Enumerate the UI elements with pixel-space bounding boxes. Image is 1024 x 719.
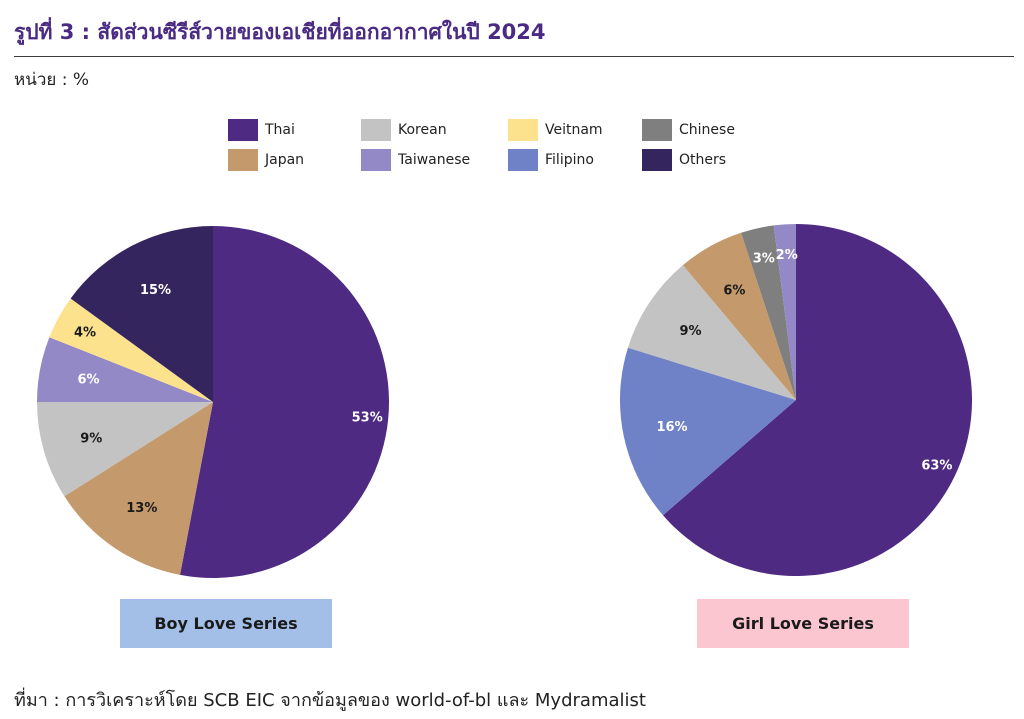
legend-item-filipino: Filipino (508, 148, 594, 172)
legend-swatch-japan (228, 149, 258, 171)
girl-love-series-slice-thai (662, 224, 972, 577)
legend-item-others: Others (642, 148, 726, 172)
caption-boy-love-series: Boy Love Series (120, 599, 332, 648)
boy-love-series-label-korean: 9% (80, 431, 102, 446)
boy-love-series-label-veitnam: 4% (74, 326, 96, 341)
boy-love-series-slice-korean (37, 402, 213, 497)
girl-love-series-slice-korean (627, 265, 796, 400)
legend-item-taiwanese: Taiwanese (361, 148, 470, 172)
boy-love-series-label-thai: 53% (352, 411, 383, 426)
girl-love-series-slice-japan (682, 232, 796, 400)
legend-item-veitnam: Veitnam (508, 118, 603, 142)
legend-label-korean: Korean (398, 122, 447, 138)
legend-label-filipino: Filipino (545, 152, 594, 168)
legend-item-chinese: Chinese (642, 118, 735, 142)
legend-item-thai: Thai (228, 118, 295, 142)
boy-love-series-slice-japan (64, 402, 214, 575)
legend-label-others: Others (679, 152, 727, 168)
girl-love-series-label-thai: 63% (921, 458, 952, 473)
legend-swatch-chinese (642, 119, 672, 141)
legend-label-chinese: Chinese (679, 122, 735, 138)
legend-swatch-others (642, 149, 672, 171)
legend-label-thai: Thai (265, 122, 295, 138)
boy-love-series-slice-taiwanese (37, 337, 213, 402)
boy-love-series-slice-thai (180, 226, 390, 578)
boy-love-series-slice-veitnam (49, 298, 213, 402)
legend-swatch-taiwanese (361, 149, 391, 171)
title-divider (14, 56, 1014, 57)
boy-love-series-label-taiwanese: 6% (77, 372, 99, 387)
legend-swatch-thai (228, 119, 258, 141)
legend-swatch-filipino (508, 149, 538, 171)
girl-love-series-slice-chinese (741, 225, 796, 400)
page-title: รูปที่ 3 : สัดส่วนซีรีส์วายของเอเชียที่อ… (14, 20, 546, 44)
girl-love-series-label-filipino: 16% (656, 420, 687, 435)
source-note: ที่มา : การวิเคราะห์โดย SCB EIC จากข้อมู… (14, 690, 646, 711)
legend-swatch-veitnam (508, 119, 538, 141)
boy-love-series-label-others: 15% (140, 283, 171, 298)
legend-label-veitnam: Veitnam (545, 122, 603, 138)
girl-love-series-label-korean: 9% (679, 324, 701, 339)
legend-item-korean: Korean (361, 118, 447, 142)
girl-love-series-slice-taiwanese (773, 224, 796, 400)
caption-girl-love-series: Girl Love Series (697, 599, 909, 648)
boy-love-series-label-japan: 13% (126, 501, 157, 516)
legend-swatch-korean (361, 119, 391, 141)
legend-label-japan: Japan (265, 152, 305, 168)
girl-love-series-label-japan: 6% (723, 283, 745, 298)
legend-label-taiwanese: Taiwanese (398, 152, 471, 168)
legend-item-japan: Japan (228, 148, 304, 172)
girl-love-series-slice-filipino (620, 347, 796, 516)
boy-love-series-slice-others (70, 225, 213, 402)
girl-love-series-label-taiwanese: 2% (776, 248, 798, 263)
unit-label: หน่วย : % (14, 70, 90, 90)
girl-love-series-label-chinese: 3% (753, 252, 775, 267)
